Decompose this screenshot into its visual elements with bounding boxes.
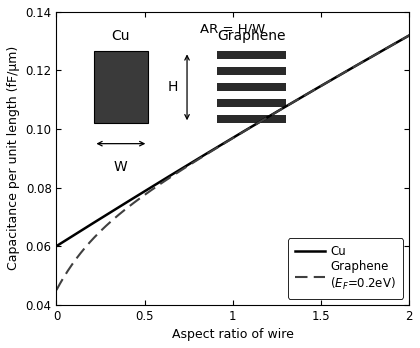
Bar	[217, 115, 286, 123]
Text: W: W	[114, 160, 128, 174]
Cu	[54, 244, 59, 248]
Legend: Cu, Graphene
($E_F$=0.2eV): Cu, Graphene ($E_F$=0.2eV)	[288, 238, 403, 299]
Cu	[343, 70, 348, 74]
Line: Cu: Cu	[56, 35, 410, 246]
Bar	[217, 99, 286, 107]
Cu	[221, 141, 226, 145]
Y-axis label: Capacitance per unit length (fF/μm): Capacitance per unit length (fF/μm)	[7, 46, 20, 270]
Cu	[224, 140, 229, 144]
Cu	[264, 116, 269, 120]
Cu	[245, 127, 250, 131]
Text: AR = H/W: AR = H/W	[200, 22, 265, 35]
Text: H: H	[168, 80, 178, 94]
Bar	[217, 52, 286, 60]
Graphene
($E_F$=0.2eV)	[398, 38, 403, 42]
Graphene
($E_F$=0.2eV)	[245, 127, 250, 132]
X-axis label: Aspect ratio of wire: Aspect ratio of wire	[172, 328, 294, 341]
Graphene
($E_F$=0.2eV)	[224, 140, 229, 144]
Cu	[398, 38, 403, 42]
Bar	[94, 52, 148, 123]
Cu	[407, 33, 412, 38]
Graphene
($E_F$=0.2eV)	[343, 70, 348, 74]
Line: Graphene
($E_F$=0.2eV): Graphene ($E_F$=0.2eV)	[56, 35, 410, 290]
Graphene
($E_F$=0.2eV)	[221, 141, 226, 145]
Graphene
($E_F$=0.2eV)	[407, 33, 412, 38]
Graphene
($E_F$=0.2eV)	[264, 116, 269, 120]
Bar	[217, 68, 286, 76]
Graphene
($E_F$=0.2eV)	[54, 288, 59, 292]
Bar	[217, 83, 286, 91]
Text: Graphene: Graphene	[217, 29, 286, 43]
Text: Cu: Cu	[112, 29, 130, 43]
